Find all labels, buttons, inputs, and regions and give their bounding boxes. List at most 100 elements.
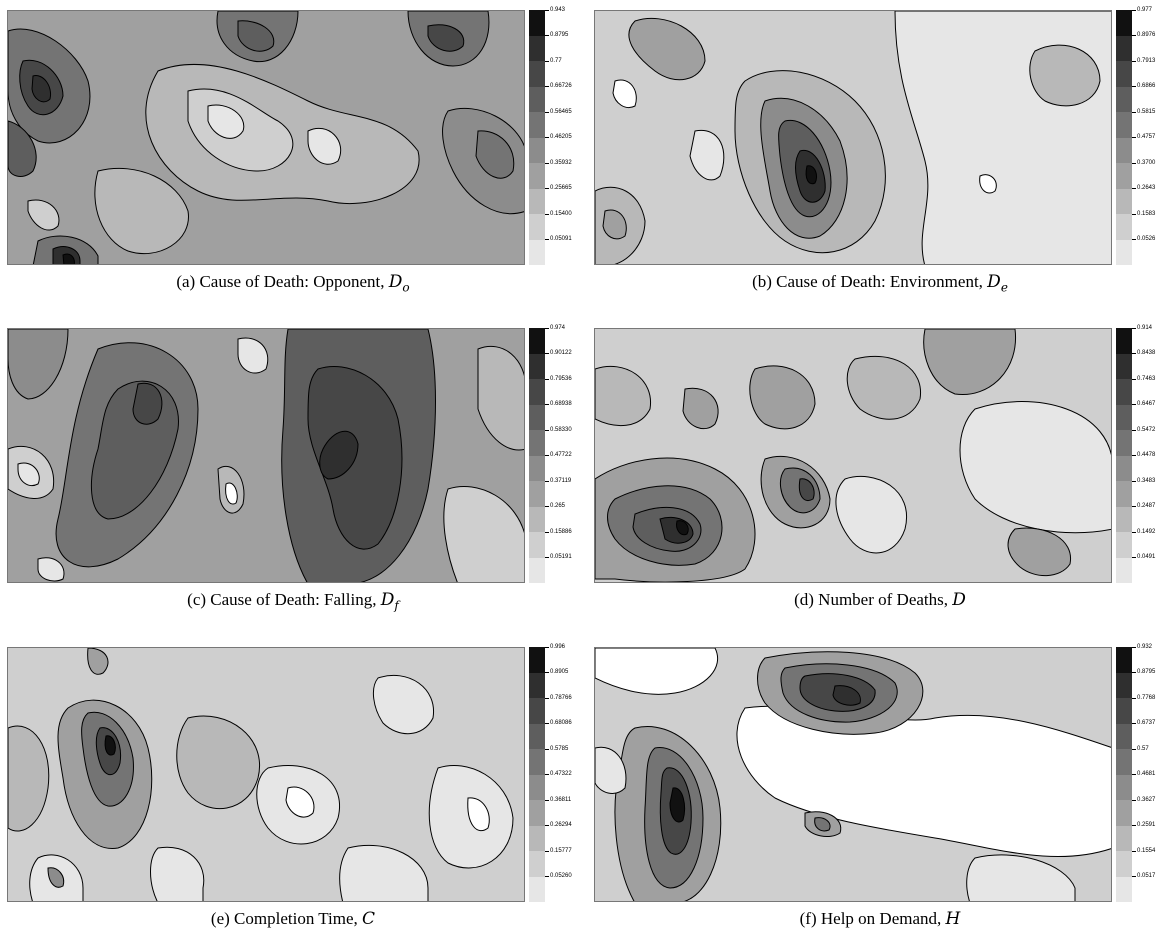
colorbar-segment (1116, 876, 1132, 902)
colorbar-tick (1132, 404, 1136, 405)
colorbar-segment (529, 35, 545, 61)
colorbar-label: 0.2487 (1137, 503, 1156, 509)
heatmap-f (594, 647, 1112, 902)
colorbar-tick (1132, 137, 1136, 138)
colorbar-tick (545, 774, 549, 775)
colorbar-segment (529, 723, 545, 749)
colorbar-label: 0.68938 (550, 401, 572, 407)
colorbar-segment (1116, 404, 1132, 430)
colorbar-segment (1116, 672, 1132, 698)
colorbar-tick (545, 86, 549, 87)
colorbar-label: 0.47722 (550, 452, 572, 458)
colorbar-label: 0.8976 (1137, 32, 1156, 38)
colorbar-label: 0.46205 (550, 134, 572, 140)
colorbar-tick (1132, 455, 1136, 456)
colorbar-label: 0.1492 (1137, 529, 1156, 535)
colorbar-segment (1116, 698, 1132, 724)
colorbar-segment (529, 163, 545, 189)
colorbar-segment (1116, 455, 1132, 481)
colorbar-segment (1116, 749, 1132, 775)
colorbar-label: 0.265 (550, 503, 566, 509)
colorbar-label: 0.2643 (1137, 185, 1156, 191)
contour-map-a (8, 11, 524, 264)
colorbar-label: 0.7463 (1137, 376, 1156, 382)
colorbar-segment (529, 379, 545, 405)
colorbar-tick (545, 163, 549, 164)
colorbar-label: 0.7768 (1137, 695, 1156, 701)
colorbar-segment (529, 112, 545, 138)
colorbar-segment (1116, 112, 1132, 138)
caption-subscript: f (394, 598, 399, 613)
caption-d: (d) Number of Deaths, D (594, 590, 1166, 612)
caption-symbol: D (380, 590, 395, 610)
colorbar-tick (545, 647, 549, 648)
colorbar-tick (545, 455, 549, 456)
colorbar-segment (1116, 86, 1132, 112)
colorbar-segment (1116, 774, 1132, 800)
colorbar-tick (545, 328, 549, 329)
colorbar-label: 0.1583 (1137, 211, 1156, 217)
colorbar-tick (1132, 328, 1136, 329)
colorbar-tick (1132, 647, 1136, 648)
colorbar-segment (1116, 723, 1132, 749)
colorbar-label: 0.05260 (550, 873, 572, 879)
colorbar-tick (545, 825, 549, 826)
colorbar-e: 0.996 0.8905 0.78766 0.68086 0.5785 0.47… (529, 644, 579, 902)
colorbar-label: 0.35932 (550, 160, 572, 166)
colorbar-segment (529, 506, 545, 532)
heatmap-b (594, 10, 1112, 265)
colorbar-segment (529, 749, 545, 775)
colorbar-label: 0.05191 (550, 554, 572, 560)
colorbar-tick (1132, 239, 1136, 240)
colorbar-label: 0.26294 (550, 822, 572, 828)
colorbar-segment (529, 239, 545, 265)
colorbar-f: 0.932 0.8795 0.7768 0.6737 0.57 0.4681 0… (1116, 644, 1166, 902)
colorbar-tick (1132, 481, 1136, 482)
colorbar-segment (529, 404, 545, 430)
colorbar-segment (1116, 239, 1132, 265)
heatmap-a (7, 10, 525, 265)
colorbar-tick (1132, 430, 1136, 431)
colorbar-tick (1132, 749, 1136, 750)
colorbar-label: 0.37119 (550, 478, 572, 484)
caption-c: (c) Cause of Death: Falling, Df (7, 590, 579, 612)
colorbar-tick (1132, 723, 1136, 724)
colorbar-segment (529, 851, 545, 877)
colorbar-label: 0.90122 (550, 350, 572, 356)
colorbar-segment (529, 455, 545, 481)
colorbar-label: 0.15777 (550, 848, 572, 854)
caption-text: Cause of Death: Falling, (210, 590, 377, 609)
colorbar-segment (529, 10, 545, 36)
colorbar-label: 0.78766 (550, 695, 572, 701)
colorbar-segment (529, 86, 545, 112)
colorbar-label: 0.36811 (550, 797, 572, 803)
colorbar-label: 0.3627 (1137, 797, 1156, 803)
colorbar-label: 0.3483 (1137, 478, 1156, 484)
colorbar-label: 0.5472 (1137, 427, 1156, 433)
colorbar-tick (1132, 112, 1136, 113)
colorbar-tick (1132, 876, 1136, 877)
colorbar-label: 0.77 (550, 58, 562, 64)
colorbar-tick (1132, 163, 1136, 164)
caption-label: (c) (187, 590, 207, 609)
caption-label: (f) (799, 909, 817, 928)
colorbar-tick (1132, 506, 1136, 507)
colorbar-segment (1116, 851, 1132, 877)
colorbar-segment (529, 61, 545, 87)
colorbar-tick (545, 698, 549, 699)
colorbar-label: 0.57 (1137, 746, 1149, 752)
colorbar-label: 0.4757 (1137, 134, 1156, 140)
colorbar-tick (1132, 532, 1136, 533)
contour-map-d (595, 329, 1111, 582)
colorbar-tick (545, 749, 549, 750)
heatmap-d (594, 328, 1112, 583)
colorbar-tick (545, 188, 549, 189)
caption-f: (f) Help on Demand, H (594, 909, 1166, 931)
colorbar-tick (1132, 851, 1136, 852)
colorbar-segment (1116, 647, 1132, 673)
colorbar-label: 0.58330 (550, 427, 572, 433)
colorbar-tick (545, 557, 549, 558)
colorbar-segment (1116, 10, 1132, 36)
colorbar-tick (545, 481, 549, 482)
colorbar-segment (1116, 35, 1132, 61)
